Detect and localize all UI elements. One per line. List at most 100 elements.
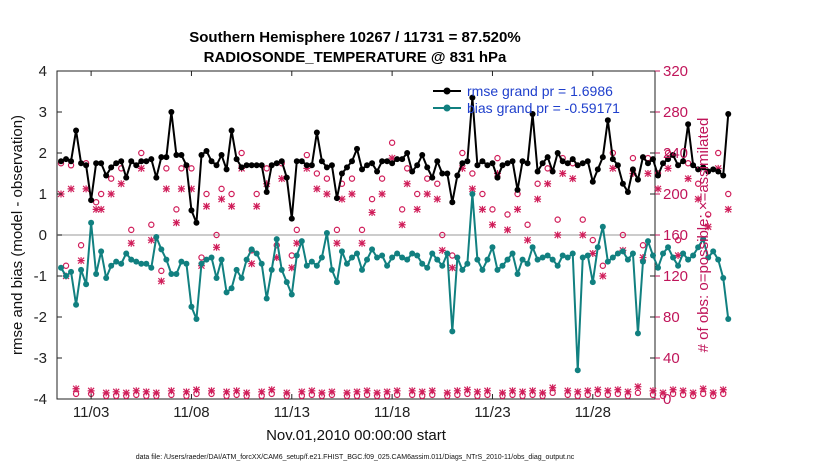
rmse-point [248,162,255,169]
rmse-point [313,129,320,136]
y-right-tick-label: 320 [663,63,688,80]
obs-possible-point [178,165,185,172]
rmse-point [178,152,185,159]
rmse-point [710,166,717,173]
obs-assimilated-point [97,205,105,213]
bias-point [143,260,150,267]
obs-assimilated-point [589,249,597,257]
rmse-point [203,147,210,154]
bias-point [333,279,340,286]
y-tick-label: 4 [39,63,47,80]
rmse-point [544,154,551,161]
obs-possible-point [218,185,225,193]
obs-possible-point [619,231,627,239]
rmse-point [223,166,230,173]
rmse-point [464,158,471,165]
bias-point [268,266,275,273]
obs-assimilated-point [574,388,582,396]
rmse-point [665,156,672,163]
bias-point [379,252,386,259]
bias-point [725,316,732,323]
obs-assimilated-point [549,384,557,392]
obs-assimilated-point [278,175,286,183]
obs-assimilated-point [609,164,617,172]
bias-point [529,244,536,251]
rmse-point [359,166,366,173]
bias-point [609,254,616,261]
bias-point [604,258,611,265]
obs-assimilated-point [373,389,381,397]
bias-point [348,254,355,261]
obs-assimilated-point [604,387,612,395]
rmse-point [404,150,411,156]
obs-assimilated-point [388,154,396,162]
obs-assimilated-point [228,202,236,210]
rmse-point [479,158,486,165]
obs-assimilated-point [263,180,271,188]
rmse-point [564,160,571,167]
obs-assimilated-point [514,205,522,213]
rmse-point [614,162,621,169]
rmse-point [73,127,80,134]
rmse-point [128,158,135,165]
rmse-point [213,162,220,169]
rmse-point [639,154,646,161]
obs-assimilated-point [579,231,587,239]
obs-assimilated-point [162,185,170,193]
bias-point [675,262,682,269]
bias-point [404,256,411,263]
rmse-point [519,158,526,165]
x-tick-label: 11/08 [173,404,209,421]
rmse-point [499,162,506,169]
obs-assimilated-point [529,387,537,395]
obs-possible-point [599,262,607,269]
bias-point [248,246,255,253]
bias-point [338,248,345,255]
x-tick-label: 11/13 [274,404,310,421]
bias-point [424,264,431,271]
obs-assimilated-point [493,170,501,177]
obs-assimilated-point [213,243,221,251]
bias-point [133,258,140,265]
obs-possible-point [163,165,170,172]
bias-point [409,250,416,257]
obs-assimilated-point [323,190,331,198]
obs-assimilated-point [584,387,592,395]
obs-assimilated-point [218,195,226,203]
bias-point [439,262,446,269]
rmse-point [198,152,205,159]
obs-assimilated-point [418,388,426,396]
rmse-point [288,215,295,222]
bias-point [138,260,145,267]
obs-assimilated-point [564,387,572,395]
obs-assimilated-point [182,388,190,396]
obs-assimilated-point [368,208,376,216]
obs-possible-point [554,216,561,223]
bias-point [223,289,230,296]
rmse-point [273,160,280,167]
obs-assimilated-point [248,260,256,268]
rmse-point [409,168,416,175]
obs-assimilated-point [724,205,732,213]
obs-possible-point [544,165,551,172]
obs-possible-point [504,211,511,218]
obs-assimilated-point [92,205,100,213]
bias-point [158,246,165,253]
bias-point [283,279,290,286]
obs-assimilated-point [674,252,682,259]
obs-possible-point [323,175,331,182]
bias-point [579,254,586,261]
obs-possible-point [92,198,100,206]
bias-point [434,256,441,263]
obs-possible-point [704,211,712,218]
x-tick-label: 11/28 [575,404,611,421]
rmse-point [474,162,481,169]
rmse-point [148,156,155,163]
bias-point [313,262,320,269]
x-axis-label: Nov.01,2010 00:00:00 start [266,427,447,444]
obs-assimilated-point [488,221,496,229]
rmse-point [594,166,601,173]
bias-point [273,236,280,243]
x-tick-label: 11/03 [73,404,109,421]
bias-point [193,316,200,323]
